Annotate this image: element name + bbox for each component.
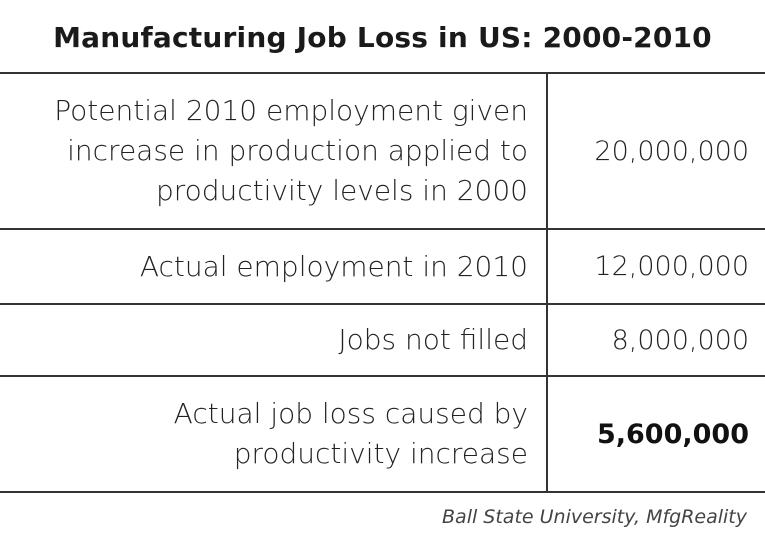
row-label: Actual job loss caused by productivity i… — [0, 377, 548, 491]
table-row: Jobs not filled 8,000,000 — [0, 305, 765, 377]
row-label-line: Jobs not filled — [338, 323, 528, 356]
row-label-line: Actual job loss caused by — [173, 397, 528, 430]
row-value: 20,000,000 — [594, 135, 749, 167]
row-label-line: Actual employment in 2010 — [139, 249, 528, 283]
row-label-line: productivity levels in 2000 — [155, 174, 528, 207]
row-label: Actual employment in 2010 — [0, 230, 548, 303]
row-value: 12,000,000 — [594, 251, 749, 282]
table-row: Actual employment in 2010 12,000,000 — [0, 230, 765, 305]
data-table: Potential 2010 employment given increase… — [0, 72, 765, 493]
page-title: Manufacturing Job Loss in US: 2000-2010 — [53, 21, 712, 54]
row-label-line: productivity increase — [233, 437, 528, 470]
row-label-line: Potential 2010 employment given — [54, 94, 528, 127]
table-row: Actual job loss caused by productivity i… — [0, 377, 765, 493]
row-value-emphasized: 5,600,000 — [596, 418, 749, 450]
row-label-line: increase in production applied to — [67, 134, 528, 167]
row-value: 8,000,000 — [611, 324, 749, 356]
table-row: Potential 2010 employment given increase… — [0, 74, 765, 230]
row-label: Jobs not filled — [0, 305, 548, 375]
row-label: Potential 2010 employment given increase… — [0, 74, 548, 228]
source-note: Ball State University, MfgReality — [442, 506, 747, 528]
